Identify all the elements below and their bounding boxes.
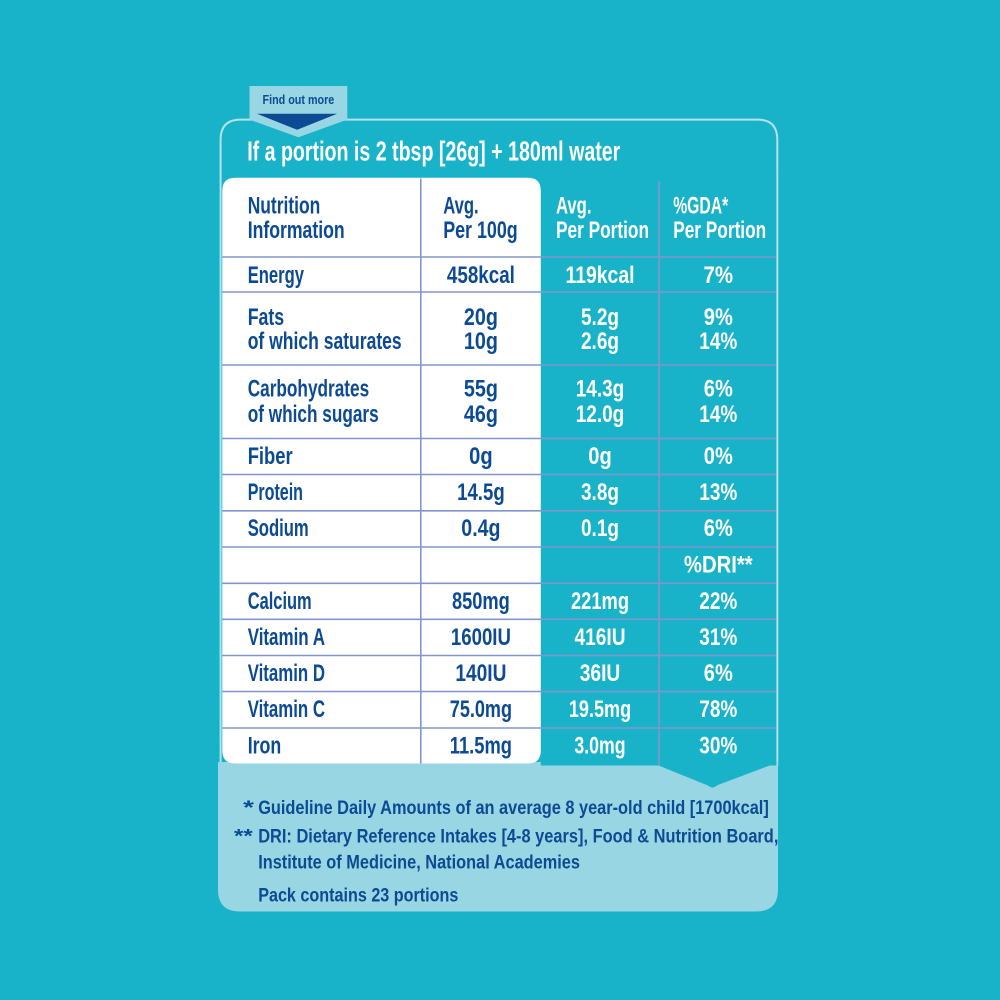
svg-text:119kcal: 119kcal [566, 262, 635, 289]
svg-text:3.8g: 3.8g [581, 479, 619, 506]
svg-text:0.1g: 0.1g [581, 515, 619, 542]
svg-text:of which sugars: of which sugars [248, 401, 379, 428]
svg-text:14%: 14% [699, 328, 737, 355]
svg-text:13%: 13% [699, 479, 737, 506]
svg-text:20g: 20g [464, 304, 498, 331]
svg-text:Avg.: Avg. [556, 192, 592, 219]
svg-text:14.3g: 14.3g [576, 376, 625, 403]
svg-text:Vitamin A: Vitamin A [248, 624, 325, 651]
svg-text:3.0mg: 3.0mg [574, 733, 625, 760]
svg-text:Fiber: Fiber [248, 443, 293, 470]
svg-text:78%: 78% [699, 696, 737, 723]
svg-text:If a portion is 2 tbsp [26g] +: If a portion is 2 tbsp [26g] + 180ml wat… [247, 135, 620, 166]
svg-text:458kcal: 458kcal [447, 262, 515, 289]
svg-text:Information: Information [248, 217, 345, 244]
svg-text:0g: 0g [588, 443, 612, 470]
svg-text:6%: 6% [704, 515, 733, 542]
svg-text:Per Portion: Per Portion [673, 217, 766, 244]
svg-text:Carbohydrates: Carbohydrates [248, 376, 370, 403]
svg-text:*: * [243, 797, 254, 819]
svg-text:Energy: Energy [248, 262, 305, 289]
svg-text:Sodium: Sodium [248, 515, 309, 542]
svg-text:11.5mg: 11.5mg [450, 733, 512, 760]
svg-text:850mg: 850mg [452, 588, 510, 615]
svg-text:7%: 7% [704, 262, 734, 289]
svg-text:of which saturates: of which saturates [248, 328, 402, 355]
svg-text:0%: 0% [704, 443, 733, 470]
svg-text:Iron: Iron [248, 733, 282, 760]
svg-text:14.5g: 14.5g [457, 479, 505, 506]
svg-text:0.4g: 0.4g [461, 515, 500, 542]
svg-text:Nutrition: Nutrition [248, 192, 321, 219]
svg-text:36IU: 36IU [580, 660, 621, 687]
svg-text:DRI: Dietary Reference Intakes: DRI: Dietary Reference Intakes [4-8 year… [258, 825, 778, 847]
svg-text:%GDA*: %GDA* [673, 192, 728, 219]
svg-text:Guideline Daily Amounts of an: Guideline Daily Amounts of an average 8 … [258, 797, 769, 819]
svg-text:2.6g: 2.6g [581, 328, 619, 355]
svg-text:Vitamin C: Vitamin C [248, 696, 325, 723]
svg-text:5.2g: 5.2g [581, 304, 619, 331]
svg-text:416IU: 416IU [575, 624, 626, 651]
svg-text:Per 100g: Per 100g [443, 217, 518, 244]
svg-text:Fats: Fats [248, 304, 285, 331]
svg-text:9%: 9% [704, 304, 733, 331]
svg-text:Vitamin D: Vitamin D [248, 660, 325, 687]
svg-text:6%: 6% [704, 376, 733, 403]
svg-text:Pack contains 23 portions: Pack contains 23 portions [258, 884, 458, 906]
svg-text:14%: 14% [699, 401, 737, 428]
svg-text:75.0mg: 75.0mg [450, 696, 512, 723]
svg-text:Protein: Protein [248, 479, 303, 506]
svg-text:10g: 10g [464, 328, 498, 355]
svg-text:Avg.: Avg. [443, 192, 479, 219]
svg-text:Per Portion: Per Portion [556, 217, 649, 244]
svg-text:Find out more: Find out more [263, 93, 335, 107]
svg-text:12.0g: 12.0g [576, 401, 625, 428]
svg-text:1600IU: 1600IU [451, 624, 511, 651]
svg-text:46g: 46g [464, 401, 498, 428]
svg-text:19.5mg: 19.5mg [569, 696, 631, 723]
svg-text:Institute of Medicine, Nationa: Institute of Medicine, National Academie… [258, 852, 580, 874]
svg-text:31%: 31% [699, 624, 737, 651]
svg-text:0g: 0g [469, 443, 493, 470]
svg-text:%DRI**: %DRI** [684, 551, 753, 578]
svg-text:6%: 6% [704, 660, 733, 687]
svg-text:221mg: 221mg [571, 588, 629, 615]
svg-text:Calcium: Calcium [248, 588, 312, 615]
svg-text:22%: 22% [699, 588, 737, 615]
svg-text:**: ** [234, 825, 253, 847]
svg-text:55g: 55g [464, 376, 498, 403]
svg-text:30%: 30% [699, 733, 737, 760]
svg-text:140IU: 140IU [455, 660, 506, 687]
